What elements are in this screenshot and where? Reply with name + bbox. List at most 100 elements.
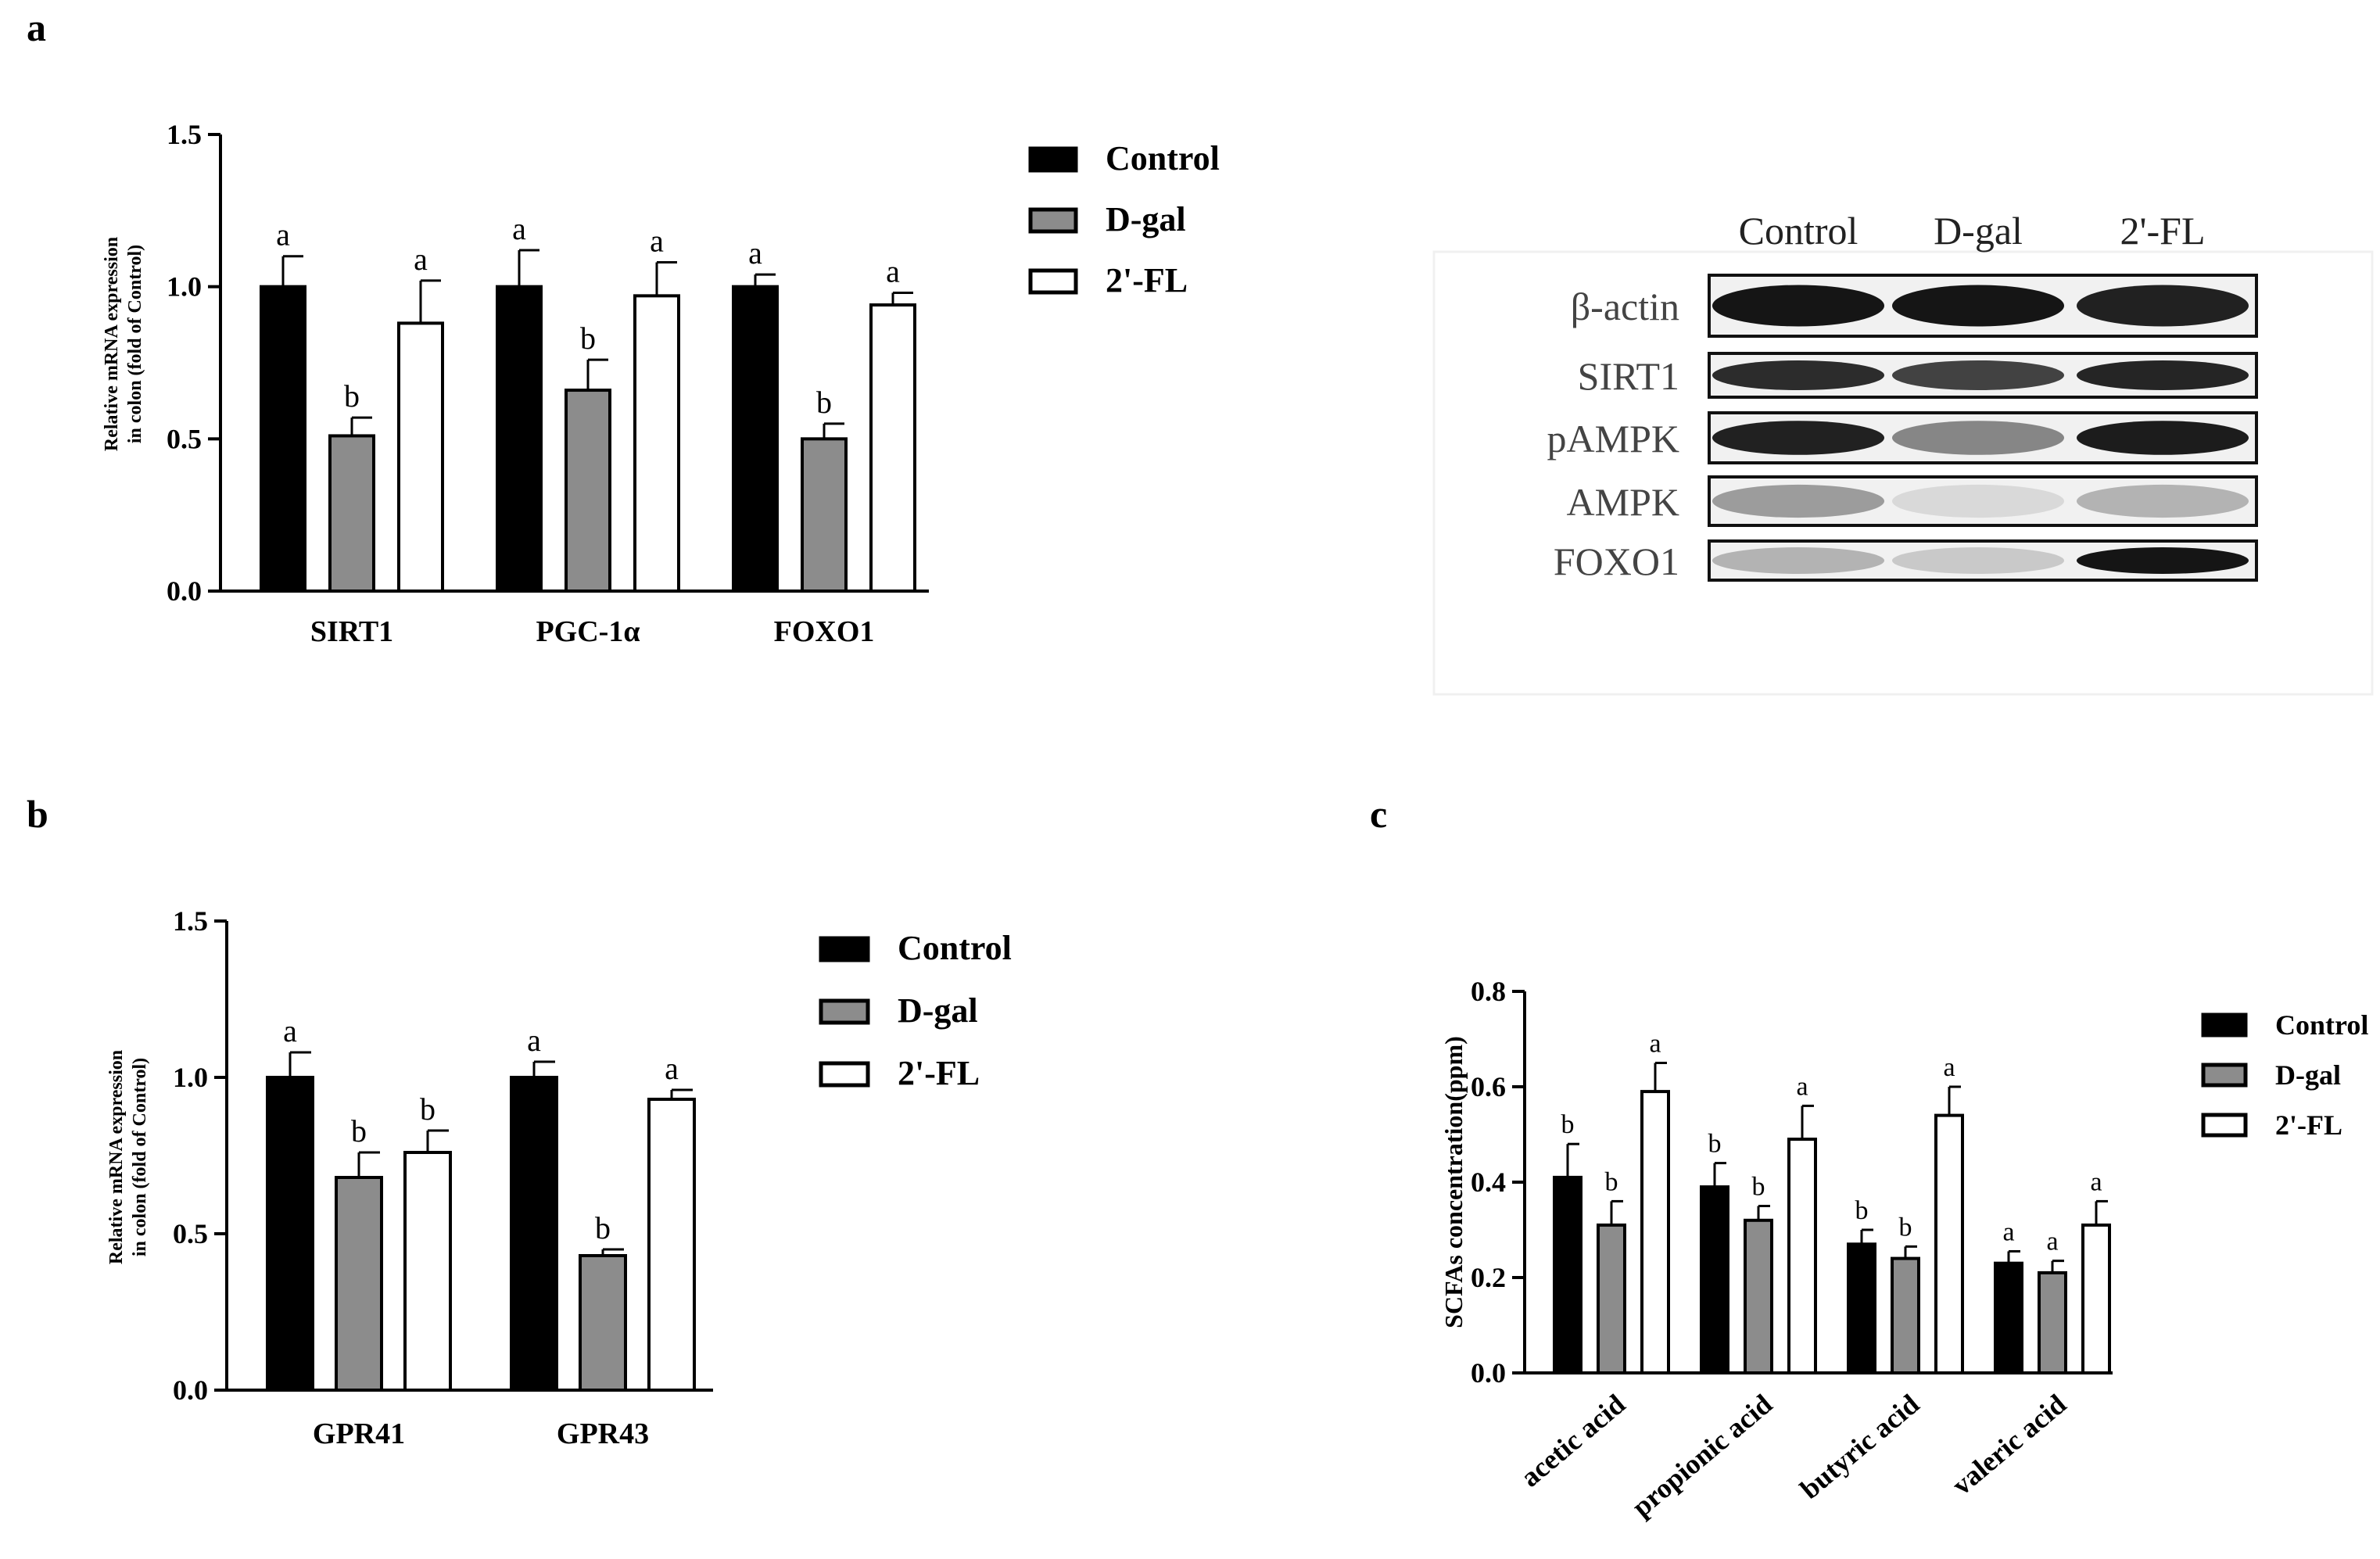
x-category-label: valeric acid — [1946, 1388, 2072, 1500]
significance-letter: b — [1855, 1196, 1869, 1225]
blot-band — [1892, 484, 2064, 518]
y-axis-label: SCFAs concentration(ppm) — [1439, 1036, 1468, 1328]
bar-control — [1553, 1175, 1582, 1375]
x-category-label: GPR43 — [557, 1417, 649, 1450]
significance-letter: a — [512, 211, 526, 246]
bar-2fl — [403, 1151, 452, 1392]
significance-letter: a — [748, 235, 762, 271]
bar-control — [1847, 1242, 1876, 1375]
significance-letter: a — [283, 1013, 297, 1048]
significance-letter: b — [351, 1113, 367, 1149]
significance-letter: a — [886, 253, 900, 289]
legend-label: 2'-FL — [1106, 261, 1188, 299]
significance-letter: a — [650, 224, 664, 259]
x-category-label: propionic acid — [1626, 1388, 1779, 1522]
significance-letter: a — [2090, 1167, 2102, 1196]
significance-letter: a — [1649, 1030, 1661, 1059]
bar-dgal — [579, 1254, 627, 1392]
significance-letter: b — [1605, 1167, 1618, 1196]
panel-b-chart: b 0.0 0.5 1.0 1.5 Relative mRNA expression in … — [27, 792, 1012, 1450]
significance-letter: b — [420, 1091, 435, 1127]
significance-letter: b — [595, 1210, 611, 1245]
legend-label: 2'-FL — [898, 1054, 980, 1092]
significance-letter: a — [2046, 1227, 2058, 1256]
bar-control — [732, 285, 779, 593]
bar-control — [266, 1076, 314, 1392]
x-category-label: SIRT1 — [310, 615, 393, 648]
bar-dgal — [1597, 1223, 1626, 1375]
blot-band — [1712, 360, 1884, 391]
blot-column-label: D-gal — [1934, 209, 2023, 253]
bar-2fl — [633, 294, 680, 593]
blot-band — [1892, 285, 2064, 327]
blot-column-label: 2'-FL — [2120, 209, 2205, 253]
y-tick-label: 0.5 — [173, 1218, 208, 1249]
blot-band — [1712, 421, 1884, 455]
y-tick-label: 0.0 — [167, 575, 202, 607]
significance-letter: b — [580, 321, 596, 356]
significance-letter: a — [2002, 1217, 2014, 1246]
significance-letter: b — [1899, 1213, 1912, 1242]
y-tick-label: 1.0 — [167, 271, 202, 303]
y-tick-label: 1.0 — [173, 1062, 208, 1093]
blot-row-label: AMPK — [1567, 480, 1679, 524]
y-tick-label: 0.0 — [1471, 1357, 1506, 1389]
x-category-label: GPR41 — [313, 1417, 405, 1450]
blot-band — [1892, 360, 2064, 391]
blot-band — [1892, 421, 2064, 455]
significance-letter: a — [527, 1023, 541, 1058]
bar-control — [1700, 1185, 1729, 1374]
blot-row-label: β-actin — [1571, 285, 1679, 328]
x-category-label: FOXO1 — [774, 615, 875, 648]
panel-label: c — [1370, 792, 1387, 836]
significance-letter: b — [816, 385, 832, 420]
panel-a-chart: a 0.0 0.5 1.0 1.5 Relative mRNA expression in … — [27, 5, 1220, 648]
significance-letter: a — [276, 217, 290, 253]
bar-dgal — [1891, 1256, 1920, 1374]
legend-swatch — [1028, 268, 1078, 295]
legend-swatch — [2201, 1012, 2248, 1038]
significance-letter: b — [1708, 1130, 1722, 1159]
blot-column-label: Control — [1739, 209, 1858, 253]
bar-dgal — [328, 434, 375, 593]
bar-2fl — [869, 303, 916, 593]
legend-label: D-gal — [2275, 1059, 2341, 1091]
bar-dgal — [565, 389, 611, 593]
y-tick-label: 0.8 — [1471, 976, 1506, 1007]
bar-2fl — [1787, 1138, 1817, 1374]
y-tick-label: 0.0 — [173, 1374, 208, 1406]
significance-letter: b — [1752, 1173, 1765, 1202]
bar-control — [1994, 1261, 2023, 1374]
blot-row-label: SIRT1 — [1578, 354, 1679, 398]
legend-swatch — [819, 936, 870, 962]
x-category-label: acetic acid — [1514, 1388, 1631, 1493]
significance-letter: b — [344, 378, 360, 414]
y-axis-label-line1: Relative mRNA expression — [106, 1050, 127, 1264]
blot-band — [1712, 484, 1884, 518]
legend-swatch — [1028, 146, 1078, 173]
significance-letter: a — [1943, 1053, 1955, 1082]
y-tick-label: 0.4 — [1471, 1167, 1506, 1198]
legend-label: 2'-FL — [2275, 1109, 2342, 1141]
legend-label: Control — [1106, 139, 1220, 177]
y-tick-label: 0.6 — [1471, 1071, 1506, 1102]
y-tick-label: 1.5 — [173, 905, 208, 937]
x-category-label: PGC-1α — [536, 615, 640, 648]
blot-row-label: FOXO1 — [1554, 539, 1679, 583]
bar-dgal — [335, 1176, 383, 1392]
legend-label: Control — [2275, 1009, 2368, 1041]
western-blot: Control D-gal 2'-FL β-actin SIRT1 pAMPK AMPK FO… — [1432, 209, 2374, 696]
y-axis-label-line1: Relative mRNA expression — [102, 237, 122, 451]
blot-band — [2077, 285, 2249, 327]
legend-swatch — [819, 998, 870, 1025]
bar-2fl — [1640, 1090, 1670, 1374]
y-tick-label: 1.5 — [167, 119, 202, 150]
significance-letter: a — [1796, 1072, 1808, 1101]
bar-dgal — [1744, 1218, 1773, 1375]
blot-band — [1712, 285, 1884, 327]
blot-band — [2077, 484, 2249, 518]
bar-control — [496, 285, 543, 593]
panel-label: b — [27, 792, 48, 836]
